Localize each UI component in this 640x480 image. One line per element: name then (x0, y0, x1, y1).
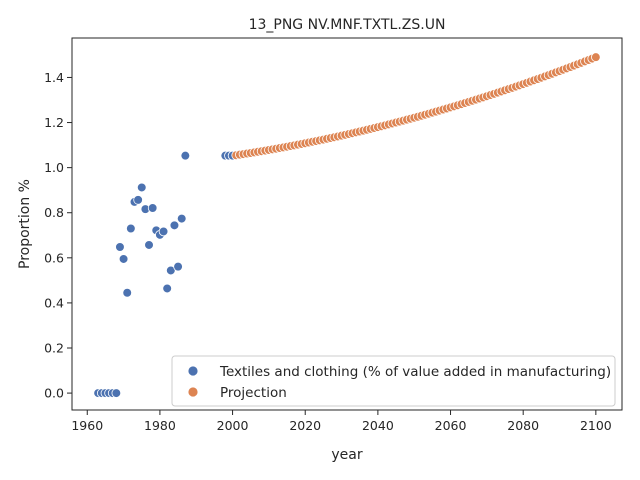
point-projection (591, 52, 601, 62)
y-tick-label: 0.0 (44, 386, 64, 401)
y-tick-label: 0.4 (44, 295, 64, 310)
y-tick-label: 0.6 (44, 250, 64, 265)
point-textiles (147, 203, 158, 213)
y-tick-label: 0.2 (44, 341, 64, 356)
point-textiles (133, 195, 143, 205)
plot-area (71, 37, 623, 411)
data-points (93, 52, 601, 398)
chart-title: 13_PNG NV.MNF.TXTL.ZS.UN (249, 17, 446, 33)
point-textiles (158, 226, 169, 237)
point-textiles (115, 242, 125, 252)
point-textiles (126, 223, 136, 234)
x-tick-label: 2000 (217, 418, 249, 433)
x-tick-label: 2040 (362, 418, 394, 433)
y-axis-label: Proportion % (17, 179, 33, 269)
point-textiles (176, 213, 187, 224)
point-textiles (118, 254, 129, 264)
x-tick-label: 2020 (289, 418, 321, 433)
x-axis-ticks: 1960 1980 2000 2020 2040 2060 2080 2100 (71, 410, 612, 433)
x-tick-label: 2080 (507, 418, 539, 433)
x-tick-label: 2060 (435, 418, 467, 433)
point-textiles (169, 220, 180, 231)
x-tick-label: 2100 (580, 418, 612, 433)
y-tick-label: 1.4 (44, 70, 64, 85)
point-textiles (162, 283, 172, 294)
x-tick-label: 1960 (71, 418, 103, 433)
legend-marker-projection (187, 386, 199, 398)
legend-label-projection: Projection (220, 385, 287, 401)
legend: Textiles and clothing (% of value added … (171, 355, 616, 407)
y-tick-label: 1.0 (44, 160, 64, 175)
point-textiles (144, 240, 154, 250)
point-textiles (111, 388, 122, 398)
x-axis-label: year (331, 447, 362, 463)
legend-label-textiles: Textiles and clothing (% of value added … (219, 364, 611, 380)
legend-frame (171, 355, 616, 407)
x-tick-label: 1980 (144, 418, 176, 433)
legend-marker-textiles (187, 365, 199, 377)
point-textiles (173, 261, 183, 272)
y-tick-label: 0.8 (44, 205, 64, 220)
y-axis-ticks: 0.0 0.2 0.4 0.6 0.8 1.0 1.2 1.4 (44, 70, 72, 401)
point-textiles (136, 182, 147, 193)
point-textiles (122, 287, 133, 298)
y-tick-label: 1.2 (44, 115, 64, 130)
point-textiles (180, 150, 191, 161)
